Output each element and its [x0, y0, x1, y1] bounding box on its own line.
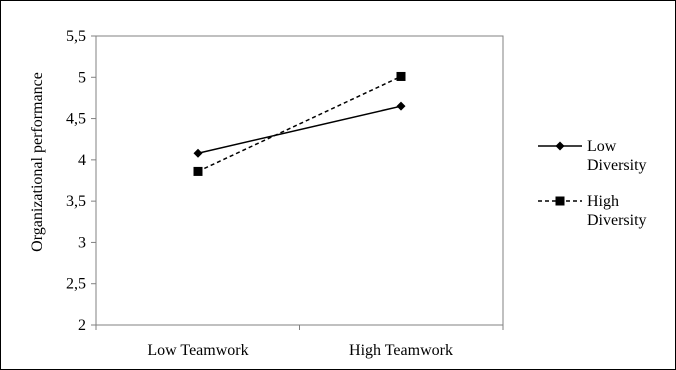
y-tick-label: 2: [78, 317, 86, 334]
x-tick-label: High Teamwork: [349, 342, 453, 359]
legend-label-2: High Diversity: [587, 193, 647, 229]
legend-label-1: Low Diversity: [587, 138, 647, 174]
data-point-1: [396, 101, 406, 111]
y-tick-label: 4: [78, 152, 86, 169]
data-point-2: [193, 166, 203, 176]
legend: Low Diversity High Diversity: [538, 138, 647, 229]
series-layer: [193, 71, 406, 176]
x-axis: Low Teamwork High Teamwork: [95, 325, 504, 359]
legend-marker-1: [555, 141, 565, 151]
y-tick-label: 3: [78, 234, 86, 251]
series-line-2: [197, 75, 402, 173]
series-line-1: [197, 105, 402, 154]
y-tick-label: 4,5: [66, 111, 86, 128]
plot-area: [95, 35, 504, 326]
x-tick-label: Low Teamwork: [147, 342, 248, 359]
y-tick-label: 3,5: [66, 193, 86, 210]
data-point-2: [396, 71, 406, 81]
legend-marker-2: [555, 196, 565, 206]
y-tick-label: 5,5: [66, 28, 86, 45]
y-tick-label: 2,5: [66, 276, 86, 293]
data-point-1: [193, 148, 203, 158]
y-axis: 2 2,5 3 3,5 4 4,5 5 5,5: [66, 28, 96, 334]
y-axis-label: Organizational performance: [29, 72, 46, 252]
y-tick-label: 5: [78, 69, 86, 86]
